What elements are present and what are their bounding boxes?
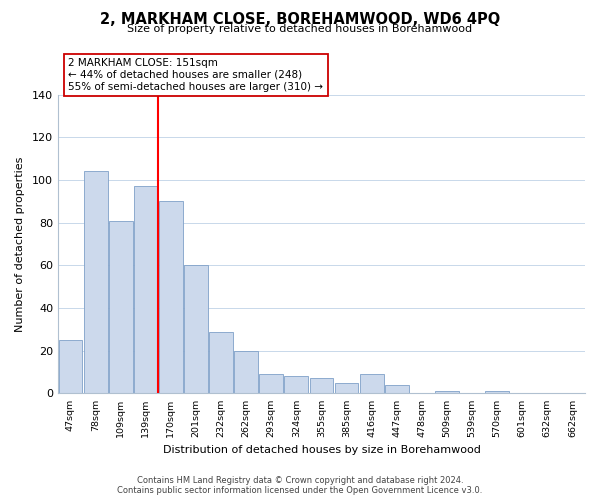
Text: Size of property relative to detached houses in Borehamwood: Size of property relative to detached ho… xyxy=(127,24,473,34)
Bar xyxy=(159,202,183,394)
Bar xyxy=(435,392,459,394)
Bar xyxy=(184,266,208,394)
Bar xyxy=(134,186,158,394)
Bar xyxy=(109,220,133,394)
Bar xyxy=(59,340,82,394)
Y-axis label: Number of detached properties: Number of detached properties xyxy=(15,156,25,332)
Bar xyxy=(360,374,383,394)
X-axis label: Distribution of detached houses by size in Borehamwood: Distribution of detached houses by size … xyxy=(163,445,481,455)
Text: 2 MARKHAM CLOSE: 151sqm
← 44% of detached houses are smaller (248)
55% of semi-d: 2 MARKHAM CLOSE: 151sqm ← 44% of detache… xyxy=(68,58,323,92)
Bar xyxy=(83,172,107,394)
Text: Contains HM Land Registry data © Crown copyright and database right 2024.
Contai: Contains HM Land Registry data © Crown c… xyxy=(118,476,482,495)
Bar xyxy=(234,350,258,394)
Bar xyxy=(310,378,334,394)
Bar xyxy=(335,383,358,394)
Bar xyxy=(259,374,283,394)
Bar xyxy=(485,392,509,394)
Bar xyxy=(284,376,308,394)
Text: 2, MARKHAM CLOSE, BOREHAMWOOD, WD6 4PQ: 2, MARKHAM CLOSE, BOREHAMWOOD, WD6 4PQ xyxy=(100,12,500,28)
Bar xyxy=(209,332,233,394)
Bar xyxy=(385,385,409,394)
